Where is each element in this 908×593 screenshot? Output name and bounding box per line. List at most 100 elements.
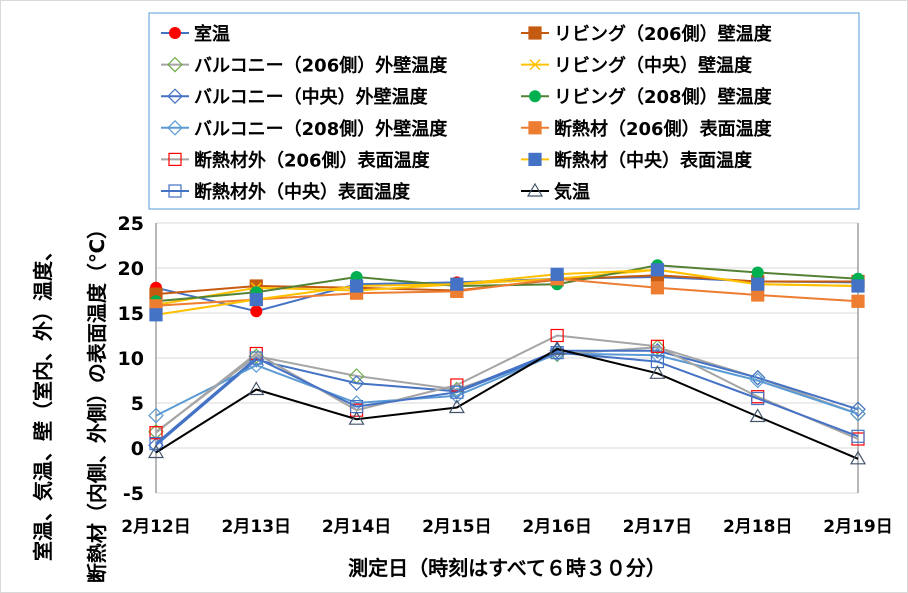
legend-label: リビング（208側）壁温度 (554, 86, 773, 108)
marker-diamond (167, 56, 183, 73)
marker-diamond (850, 401, 866, 418)
marker-square (528, 26, 542, 40)
series-line (155, 352, 859, 417)
series-line (155, 268, 859, 316)
x-tick-label: 2月13日 (222, 517, 292, 537)
legend (148, 12, 860, 210)
y-tick-label: 0 (131, 438, 144, 460)
marker-square (751, 277, 765, 291)
marker-square (528, 152, 542, 166)
legend-label: バルコニー（206側）外壁温度 (194, 55, 448, 77)
marker-circle (529, 90, 541, 103)
marker-square (168, 184, 182, 198)
legend-label: 室温 (194, 23, 230, 45)
y-tick-label: 15 (118, 303, 144, 325)
marker-triangle (749, 408, 766, 423)
legend-label: バルコニー（中央）外壁温度 (194, 86, 429, 108)
series-line (155, 349, 859, 447)
marker-diamond (749, 369, 766, 386)
marker-diamond (167, 88, 183, 105)
marker-triangle (448, 399, 465, 414)
marker-square (751, 391, 765, 406)
x-tick-label: 2月16日 (522, 517, 592, 537)
x-tick-label: 2月14日 (322, 517, 392, 537)
marker-square (168, 152, 182, 166)
y-axis-title-line2: 断熱材（内側、外側）の表面温度（℃） (85, 219, 109, 583)
marker-diamond (348, 375, 365, 392)
legend-label: 断熱材（中央）表面温度 (554, 149, 753, 171)
marker-square (450, 378, 464, 392)
legend-item: 気温 (521, 181, 590, 203)
series-line (155, 351, 859, 445)
marker-square (450, 277, 464, 291)
legend-label: 断熱材（206側）表面温度 (554, 118, 773, 140)
marker-x (529, 59, 541, 71)
marker-diamond (850, 405, 866, 422)
marker-diamond (148, 407, 164, 424)
y-tick-label: 25 (118, 213, 144, 235)
legend-item: バルコニー（206側）外壁温度 (161, 55, 448, 77)
marker-diamond (167, 119, 183, 136)
legend-label: リビング（中央）壁温度 (554, 55, 753, 77)
marker-triangle (849, 450, 867, 465)
legend-item: バルコニー（中央）外壁温度 (161, 86, 429, 108)
series-10 (149, 346, 865, 451)
legend-item: 断熱材外（中央）表面温度 (161, 181, 411, 203)
marker-square (149, 426, 163, 440)
marker-square (450, 385, 464, 399)
legend-label: バルコニー（208側）外壁温度 (194, 118, 448, 140)
marker-square (550, 267, 564, 281)
x-tick-label: 2月18日 (723, 517, 793, 537)
series-line (155, 347, 859, 460)
series-line (155, 277, 859, 307)
marker-square (650, 355, 665, 369)
marker-square (650, 281, 665, 295)
marker-square (851, 294, 865, 308)
marker-triangle (147, 444, 165, 459)
marker-square (650, 263, 665, 277)
marker-diamond (749, 372, 766, 389)
marker-triangle (248, 381, 265, 396)
legend-label: 断熱材外（中央）表面温度 (194, 181, 411, 203)
legend-item: バルコニー（208側）外壁温度 (161, 118, 448, 140)
marker-square (349, 279, 364, 293)
y-tick-label: 10 (118, 348, 144, 370)
marker-circle (169, 27, 181, 39)
series-line (155, 334, 859, 440)
x-tick-label: 2月12日 (121, 517, 191, 537)
legend-label: 気温 (554, 181, 590, 203)
legend-item: 断熱材（206側）表面温度 (521, 118, 773, 140)
legend-item: リビング（208側）壁温度 (521, 86, 773, 108)
marker-square (851, 279, 865, 293)
marker-triangle (649, 365, 666, 379)
y-tick-label: 20 (118, 258, 144, 280)
marker-square (149, 436, 163, 451)
legend-item: リビング（206側）壁温度 (521, 23, 773, 45)
marker-circle (751, 266, 764, 279)
marker-triangle (526, 182, 544, 197)
y-tick-label: 5 (131, 393, 144, 415)
legend-item: 断熱材（中央）表面温度 (521, 149, 753, 171)
marker-diamond (549, 342, 565, 359)
series-11 (147, 340, 867, 465)
marker-triangle (348, 411, 365, 425)
marker-diamond (248, 348, 265, 365)
marker-square (149, 308, 163, 322)
legend-item: 断熱材外（206側）表面温度 (161, 149, 431, 171)
marker-square (249, 351, 263, 365)
marker-square (851, 429, 865, 443)
legend-label: リビング（206側）壁温度 (554, 23, 773, 45)
legend-item: リビング（中央）壁温度 (521, 55, 753, 77)
y-tick-label: -5 (123, 483, 144, 505)
marker-triangle (549, 340, 566, 355)
y-axis-title-line1: 室温、気温、壁（室内、外）温度、 (31, 241, 55, 561)
x-tick-label: 2月17日 (623, 517, 693, 537)
x-tick-label: 2月19日 (823, 517, 893, 537)
legend-label: 断熱材外（206側）表面温度 (194, 149, 431, 171)
x-tick-label: 2月15日 (422, 517, 492, 537)
marker-square (650, 339, 665, 353)
legend-item: 室温 (161, 23, 230, 45)
series-9 (149, 263, 865, 322)
